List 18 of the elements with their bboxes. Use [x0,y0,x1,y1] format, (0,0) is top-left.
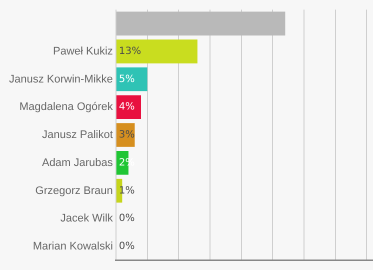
data-label: 3% [118,130,135,141]
y-tick-label: Janusz Palikot [42,129,113,142]
bar [116,12,286,36]
y-tick-label: Marian Kowalski [32,240,113,252]
data-label: 4% [118,102,135,113]
data-label: 5% [118,74,135,85]
y-tick-label: Magdalena Ogórek [19,101,114,114]
y-tick-label: Grzegorz Braun [35,184,113,197]
y-tick-label: Paweł Kukiz [53,45,113,58]
y-tick-label: Janusz Korwin-Mikke [9,73,113,86]
data-label: 13% [118,46,142,57]
bar [116,39,198,64]
bar [116,95,141,120]
y-tick-label: Adam Jarubas [42,156,114,169]
y-tick-label: Jacek Wilk [60,212,114,225]
data-label: 0% [118,213,135,224]
bar [116,67,148,92]
data-label: 0% [118,241,135,252]
